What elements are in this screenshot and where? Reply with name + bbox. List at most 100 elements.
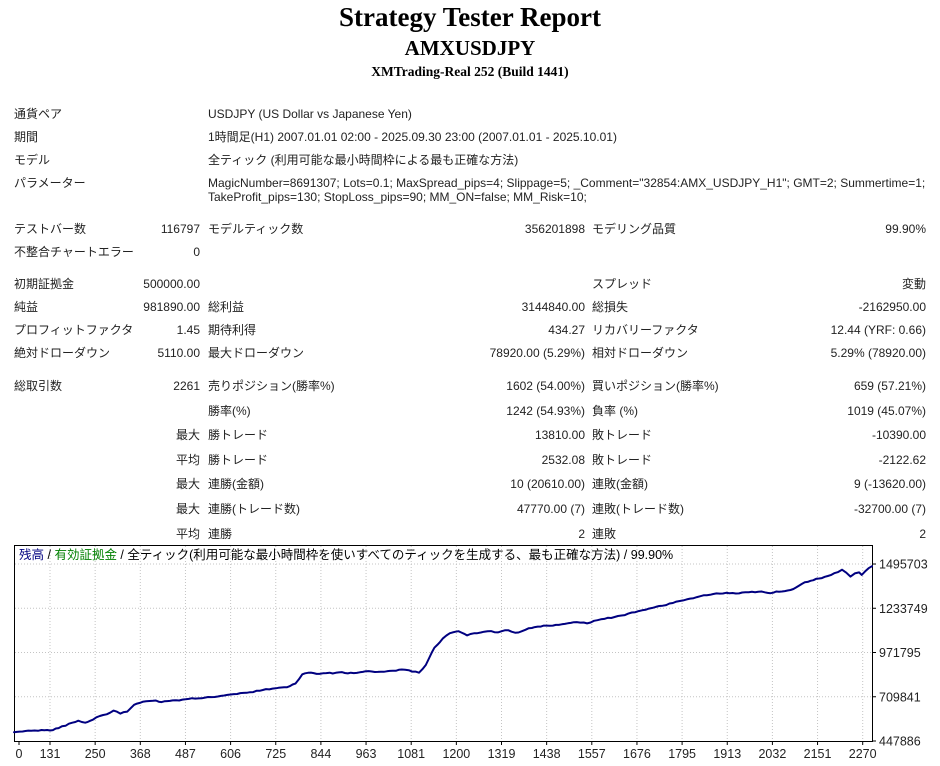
x-axis-label: 0 [16,747,23,761]
x-axis-label: 606 [220,747,241,761]
row-label-2: 勝トレード [208,428,269,443]
table-row: 最大 勝トレード 13810.00 敗トレード -10390.00 [0,425,940,448]
y-axis-label: 971795 [879,646,921,660]
row-value-1: 1.45 [176,323,200,337]
table-row: 勝率(%) 1242 (54.93%) 負率 (%) 1019 (45.07%) [0,401,940,424]
x-axis-label: 1557 [578,747,606,761]
table-row: 不整合チャートエラー 0 [0,242,940,265]
balance-chart-svg: 1495703 1233749 971795 709841 447886 0 131 250 3… [13,545,928,761]
row-value-1: 2261 [173,379,200,393]
row-label-2: モデルティック数 [208,222,304,236]
table-row: 純益 981890.00 総利益 3144840.00 総損失 -2162950.00 [0,297,940,320]
row-label-2: 総利益 [208,300,245,314]
row-label: 通貨ペア [14,107,63,121]
row-value-1: 5110.00 [157,346,201,360]
row-value-3: -2162950.00 [858,300,926,314]
row-wide-value: USDJPY (US Dollar vs Japanese Yen) [208,107,412,121]
row-label-3: 連敗(トレード数) [592,502,684,516]
row-label-2: 期待利得 [208,323,257,337]
row-label-2: 勝トレード [208,452,269,467]
chart-legend-part: 有効証拠金 [54,547,117,562]
row-value-3: -10390.00 [871,428,926,443]
row-label: 総取引数 [14,379,63,393]
table-row: 最大 連勝(金額) 10 (20610.00) 連敗(金額) 9 (-13620.00) [0,474,940,497]
row-value-1: 最大 [175,502,200,516]
row-label-3: スプレッド [592,277,653,291]
row-label: 期間 [14,130,39,144]
row-value-1: 最大 [175,477,200,492]
chart-legend-part: / [44,548,54,562]
row-value-1: 116797 [160,222,200,236]
row-label: 不整合チャートエラー [14,245,134,259]
x-axis-label: 1081 [397,747,425,761]
row-wide-value: 全ティック (利用可能な最小時間枠による最も正確な方法) [208,153,519,167]
row-value-2: 47770.00 (7) [516,502,585,516]
chart-legend-part: / 全ティック(利用可能な最小時間枠を使いすべてのティックを生成する、最も正確な… [117,547,673,562]
x-axis-label: 844 [310,747,331,761]
y-axis-label: 709841 [879,690,921,704]
balance-curve [13,565,873,734]
y-axis-label: 1495703 [879,558,928,572]
table-row: 平均 連勝 2 連敗 2 [0,524,940,547]
row-wide-value: MagicNumber=8691307; Lots=0.1; MaxSpread… [208,176,926,204]
row-value-3: 2 [919,526,926,541]
row-value-3: 12.44 (YRF: 0.66) [830,323,926,337]
row-value-3: -32700.00 (7) [853,502,926,516]
row-label-2: 連勝(金額) [208,477,264,492]
row-value-2: 434.27 [548,323,585,337]
row-value-1: 平均 [175,452,200,467]
row-label-3: リカバリーファクタ [592,323,699,337]
table-row: 総取引数 2261 売りポジション(勝率%) 1602 (54.00%) 買いポジション… [0,376,940,399]
row-label-3: 総損失 [592,300,629,314]
row-value-2: 2 [578,526,585,541]
y-axis-label: 447886 [879,735,921,749]
report-title: Strategy Tester Report [339,2,601,32]
x-axis-label: 1438 [533,747,561,761]
row-label-3: 連敗 [592,526,617,541]
x-axis-label: 963 [356,747,377,761]
row-value-1: 0 [193,245,200,259]
row-value-1: 最大 [175,428,200,443]
table-row: 絶対ドローダウン 5110.00 最大ドローダウン 78920.00 (5.29%) 相… [0,343,940,366]
row-value-2: 1602 (54.00%) [506,379,585,393]
y-axis-label: 1233749 [879,602,928,616]
row-label-3: 買いポジション(勝率%) [592,379,719,393]
chart-legend-part: 残高 [19,547,44,562]
x-axis-label: 1913 [713,747,741,761]
x-axis-label: 2270 [849,747,877,761]
table-row: 最大 連勝(トレード数) 47770.00 (7) 連敗(トレード数) -32700.0… [0,499,940,522]
row-label-3: 敗トレード [592,428,653,443]
table-row: 平均 勝トレード 2532.08 敗トレード -2122.62 [0,450,940,473]
row-label: 絶対ドローダウン [14,346,111,360]
x-axis-label: 725 [265,747,286,761]
row-value-3: 9 (-13620.00) [853,477,926,492]
x-axis-label: 2151 [804,747,832,761]
row-value-2: 3144840.00 [521,300,585,314]
row-value-2: 78920.00 (5.29%) [489,346,585,360]
table-row: プロフィットファクタ 1.45 期待利得 434.27 リカバリーファクタ 12.44 (… [0,320,940,343]
x-axis-label: 250 [85,747,106,761]
x-axis-label: 1795 [668,747,696,761]
row-label-3: 負率 (%) [592,403,638,418]
row-label-3: 連敗(金額) [592,477,648,492]
row-label: テストバー数 [14,222,87,236]
table-row: 通貨ペア USDJPY (US Dollar vs Japanese Yen) [0,104,940,127]
table-row: テストバー数 116797 モデルティック数 356201898 モデリング品質 99.9… [0,219,940,242]
row-value-2: 2532.08 [541,452,585,467]
row-value-3: 5.29% (78920.00) [830,346,926,360]
table-row: パラメーター MagicNumber=8691307; Lots=0.1; Max… [0,173,940,210]
x-axis-label: 1200 [442,747,470,761]
server-info: XMTrading-Real 252 (Build 1441) [371,64,569,79]
row-label-3: モデリング品質 [592,222,677,236]
row-value-3: -2122.62 [878,452,926,467]
row-value-3: 659 (57.21%) [853,379,926,393]
balance-chart: 1495703 1233749 971795 709841 447886 0 131 250 3… [0,545,940,761]
row-value-2: 10 (20610.00) [510,477,585,492]
row-value-2: 356201898 [524,222,585,236]
row-label: 純益 [14,300,39,314]
x-axis-label: 2032 [758,747,786,761]
table-row: 期間 1時間足(H1) 2007.01.01 02:00 - 2025.09.30… [0,127,940,150]
row-label-3: 敗トレード [592,452,653,467]
x-axis-label: 1319 [488,747,516,761]
x-axis-label: 131 [40,747,61,761]
